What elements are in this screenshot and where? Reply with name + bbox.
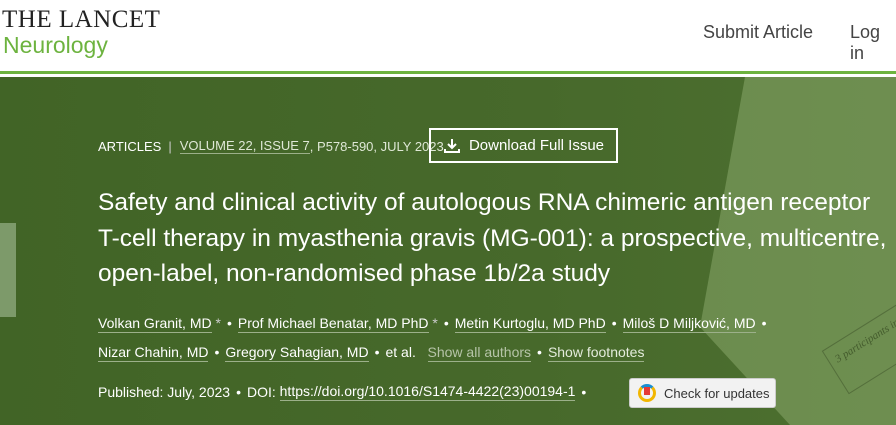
article-type: ARTICLES	[98, 138, 162, 154]
download-label: Download Full Issue	[468, 137, 605, 154]
background-figure: 3 participants in part 1	[700, 77, 896, 425]
divider: |	[168, 138, 172, 154]
published-date: July, 2023	[167, 384, 231, 400]
pages: , P578-590, JULY 2023	[309, 138, 444, 154]
volume-link[interactable]: VOLUME 22, ISSUE 7	[179, 138, 310, 154]
download-icon	[443, 138, 460, 153]
article-hero: 3 participants in part 1 ARTICLES | VOLU…	[0, 77, 896, 425]
article-meta: ARTICLES | VOLUME 22, ISSUE 7 , P578-590…	[98, 138, 444, 154]
author-link[interactable]: Gregory Sahagian, MD	[225, 344, 369, 362]
login-link[interactable]: Log in	[850, 22, 881, 63]
check-for-updates-button[interactable]: Check for updates	[629, 378, 776, 408]
author-link[interactable]: Metin Kurtoglu, MD PhD	[454, 315, 606, 333]
article-title: Safety and clinical activity of autologo…	[98, 189, 887, 287]
download-full-issue-button[interactable]: Download Full Issue	[429, 128, 618, 163]
publication-info: Published: July, 2023 • DOI: https://doi.…	[98, 383, 587, 401]
doi-label: DOI:	[246, 384, 276, 400]
author-link[interactable]: Nizar Chahin, MD	[98, 344, 209, 362]
show-footnotes-link[interactable]: Show footnotes	[547, 344, 645, 362]
side-tab[interactable]	[0, 223, 16, 317]
check-updates-label: Check for updates	[664, 385, 770, 401]
author-link[interactable]: Prof Michael Benatar, MD PhD	[237, 315, 429, 333]
author-list: Volkan Granit, MD * • Prof Michael Benatar…	[98, 315, 767, 362]
author-link[interactable]: Miloš D Miljković, MD	[622, 315, 756, 333]
journal-logo-subtitle[interactable]: Neurology	[3, 32, 108, 58]
site-header: THE LANCET Neurology Submit Article Log …	[0, 0, 896, 74]
published-label: Published:	[98, 384, 164, 400]
show-all-authors-link[interactable]: Show all authors	[427, 344, 532, 362]
et-al: et al.	[385, 344, 416, 360]
doi-link[interactable]: https://doi.org/10.1016/S1474-4422(23)00…	[279, 383, 576, 401]
crossmark-icon	[638, 384, 656, 402]
submit-article-link[interactable]: Submit Article	[703, 22, 814, 42]
author-link[interactable]: Volkan Granit, MD	[98, 315, 212, 333]
figure-panel	[700, 77, 896, 425]
journal-logo[interactable]: THE LANCET	[2, 6, 161, 33]
